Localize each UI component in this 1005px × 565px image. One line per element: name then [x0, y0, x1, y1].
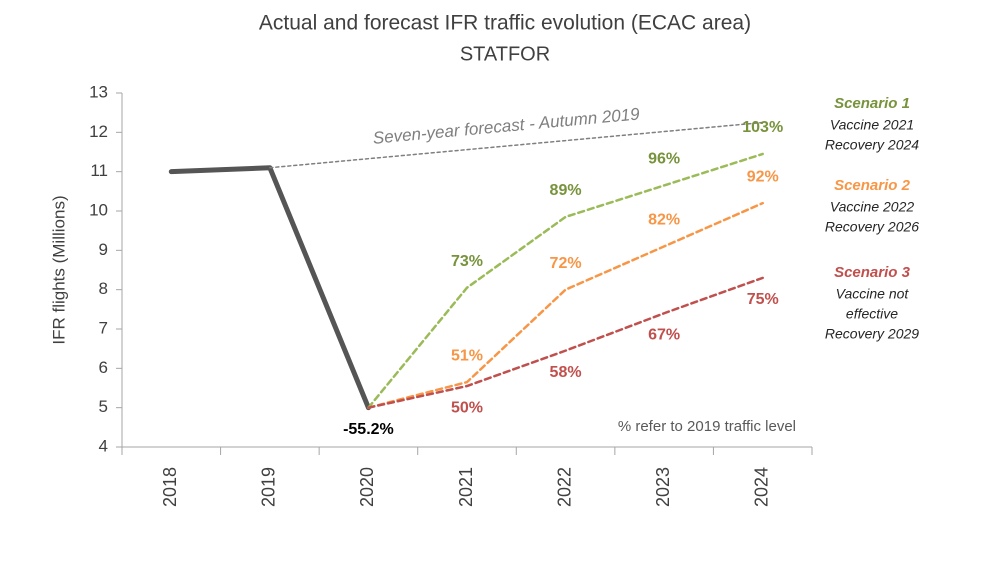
data-label: 51% — [451, 347, 483, 364]
legend-description: Vaccine 2022 — [830, 199, 915, 215]
y-tick-label: 11 — [90, 161, 108, 180]
x-tick-label: 2018 — [160, 467, 180, 507]
chart-subtitle: STATFOR — [460, 43, 550, 65]
forecast-label: Seven-year forecast - Autumn 2019 — [372, 104, 641, 147]
data-label: -55.2% — [343, 421, 394, 438]
legend-description: Recovery 2024 — [825, 137, 919, 153]
series-line — [367, 152, 764, 409]
data-label: 96% — [648, 151, 680, 168]
x-tick-label: 2019 — [259, 467, 279, 507]
y-tick-label: 6 — [99, 358, 108, 377]
x-tick-label: 2022 — [554, 467, 574, 507]
y-tick-label: 5 — [99, 397, 108, 416]
note: % refer to 2019 traffic level — [618, 418, 796, 435]
series-line — [269, 121, 764, 169]
legend-label: Scenario 2 — [834, 177, 911, 194]
data-label: 58% — [550, 364, 582, 381]
data-label: 103% — [742, 119, 783, 136]
legend-description: Vaccine not — [836, 286, 910, 302]
data-label: 89% — [550, 182, 582, 199]
legend-description: Recovery 2026 — [825, 219, 919, 235]
x-tick-label: 2020 — [357, 467, 377, 507]
data-label: 50% — [451, 399, 483, 416]
data-label: 82% — [648, 212, 680, 229]
legend-description: Recovery 2029 — [825, 326, 919, 342]
series-line — [367, 276, 764, 409]
data-label: 72% — [550, 255, 582, 272]
chart-title: Actual and forecast IFR traffic evolutio… — [259, 12, 751, 35]
series-line — [168, 165, 371, 411]
x-tick-label: 2024 — [751, 467, 771, 507]
data-label: 67% — [648, 326, 680, 343]
y-tick-label: 9 — [99, 240, 108, 259]
y-tick-label: 7 — [99, 318, 108, 337]
legend-description: Vaccine 2021 — [830, 117, 914, 133]
y-axis-label: IFR flights (Millions) — [49, 195, 68, 344]
legend-description: effective — [846, 306, 898, 322]
data-label: 73% — [451, 253, 483, 270]
y-tick-label: 13 — [89, 82, 108, 101]
y-tick-label: 12 — [89, 122, 108, 141]
series-line — [367, 201, 764, 409]
y-tick-label: 8 — [99, 279, 108, 298]
data-label: 75% — [747, 291, 779, 308]
y-tick-label: 10 — [89, 200, 108, 219]
x-tick-label: 2023 — [653, 467, 673, 507]
x-tick-label: 2021 — [456, 467, 476, 507]
data-label: 92% — [747, 168, 779, 185]
legend-label: Scenario 1 — [834, 95, 910, 112]
legend-label: Scenario 3 — [834, 264, 911, 281]
y-tick-label: 4 — [99, 436, 108, 455]
